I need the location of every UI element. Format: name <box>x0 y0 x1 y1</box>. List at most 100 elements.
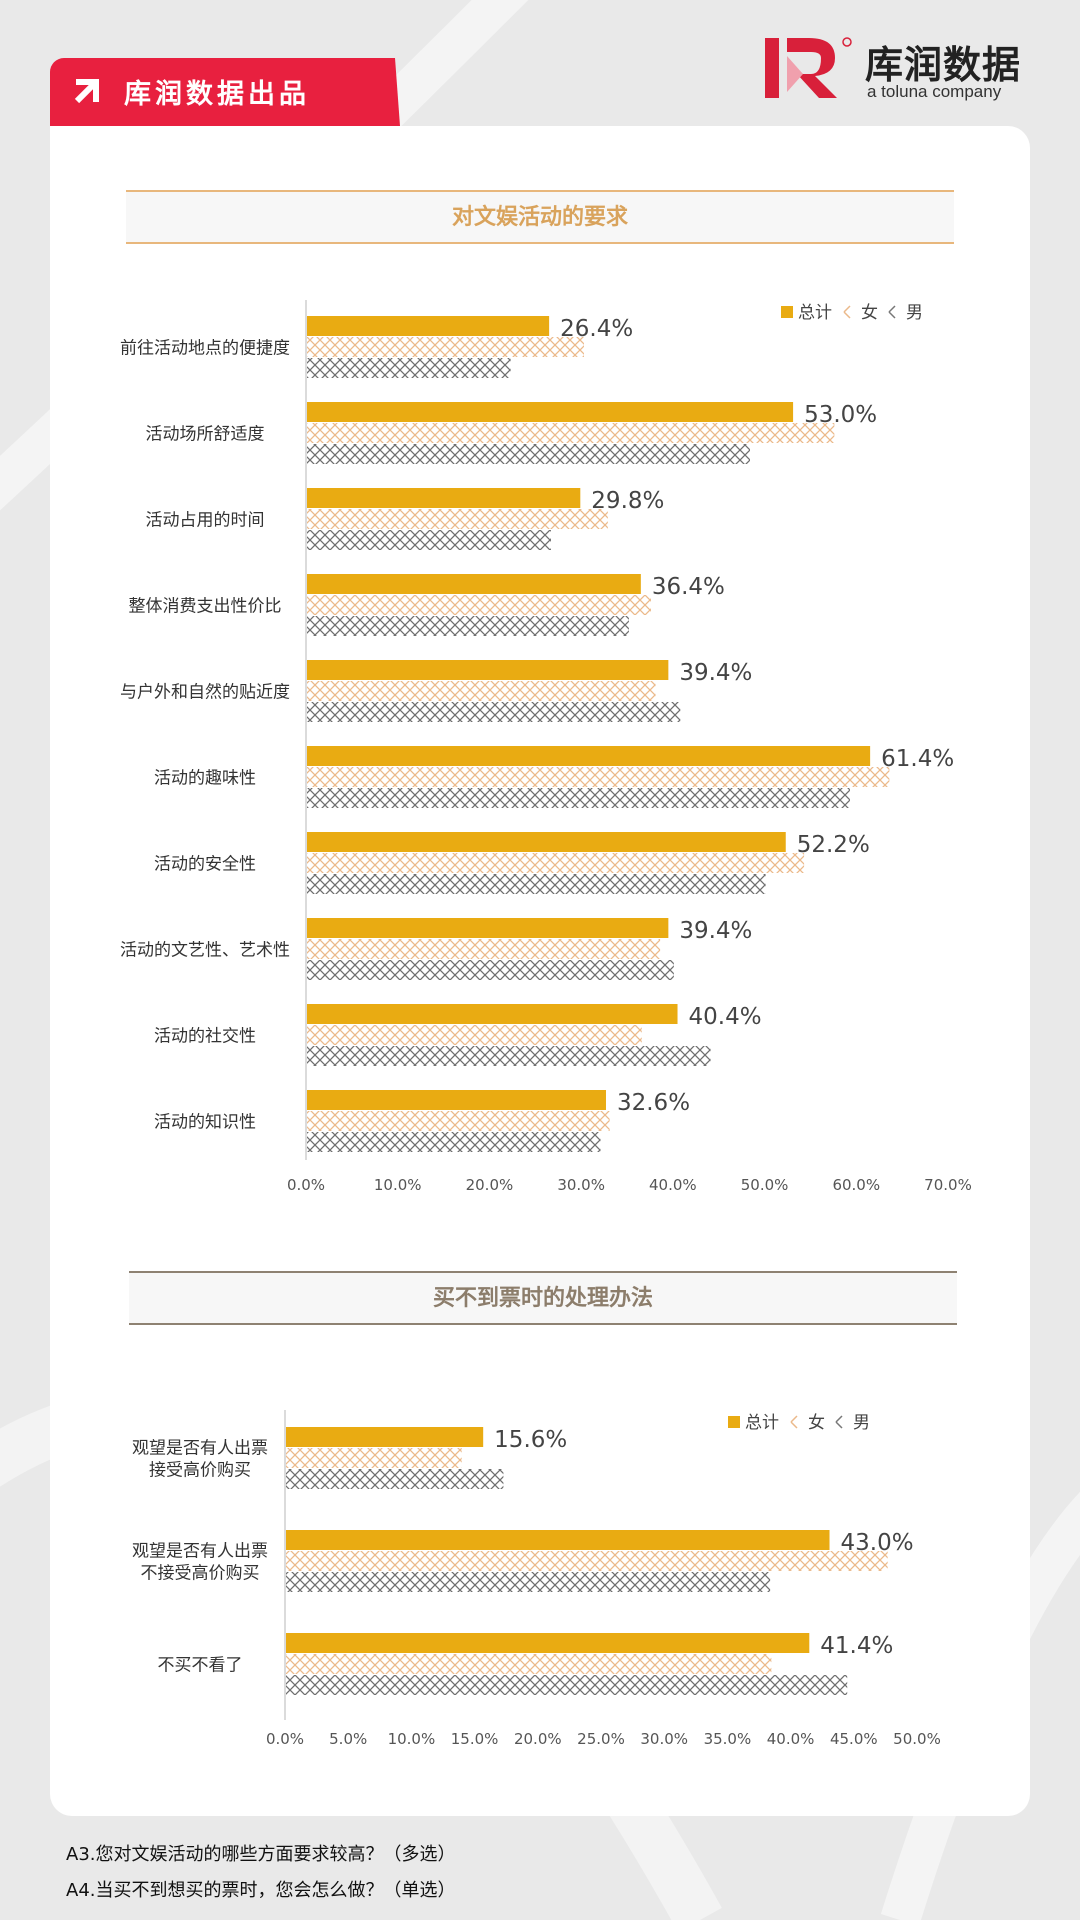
bar-total <box>286 1427 484 1447</box>
bar-female <box>307 853 805 873</box>
bar-total <box>307 1004 678 1024</box>
bar-female <box>286 1551 888 1571</box>
bar-male <box>307 1132 601 1152</box>
bar-total <box>307 316 550 336</box>
bar-total <box>307 746 871 766</box>
legend-swatch-female <box>843 305 851 319</box>
bar-female <box>307 423 835 443</box>
bar-female <box>286 1448 462 1468</box>
x-tick-label: 10.0% <box>374 1176 422 1194</box>
data-label: 40.4% <box>689 1004 762 1030</box>
x-tick-label: 45.0% <box>830 1730 878 1748</box>
bar-female <box>307 595 651 615</box>
category-label: 不买不看了 <box>158 1656 243 1676</box>
data-label: 43.0% <box>841 1530 914 1556</box>
bar-male <box>307 616 629 636</box>
legend-label: 女 <box>808 1413 825 1433</box>
bar-total <box>307 660 669 680</box>
brand-mark-icon <box>765 37 852 98</box>
brand-subtitle: a toluna company <box>867 82 1002 101</box>
bar-male <box>307 530 551 550</box>
x-tick-label: 60.0% <box>832 1176 880 1194</box>
data-label: 52.2% <box>797 832 870 858</box>
category-label: 不接受高价购买 <box>141 1564 260 1584</box>
data-label: 32.6% <box>617 1090 690 1116</box>
x-tick-label: 0.0% <box>266 1730 304 1748</box>
bar-total <box>286 1633 810 1653</box>
bar-female <box>307 767 890 787</box>
bar-female <box>307 681 656 701</box>
x-tick-label: 15.0% <box>451 1730 499 1748</box>
bar-male <box>286 1572 771 1592</box>
bar-total <box>286 1530 830 1550</box>
data-label: 41.4% <box>820 1633 893 1659</box>
x-tick-label: 25.0% <box>577 1730 625 1748</box>
x-tick-label: 40.0% <box>649 1176 697 1194</box>
x-tick-label: 0.0% <box>287 1176 325 1194</box>
x-tick-label: 10.0% <box>388 1730 436 1748</box>
brand-logo: 库润数据 a toluna company <box>765 34 1035 104</box>
legend-swatch-male <box>835 1415 843 1429</box>
legend-label: 男 <box>906 303 923 323</box>
bar-female <box>307 939 661 959</box>
bar-total <box>307 1090 606 1110</box>
legend-label: 总计 <box>798 303 832 323</box>
brand-name: 库润数据 <box>865 43 1022 87</box>
data-label: 36.4% <box>652 574 725 600</box>
x-tick-label: 50.0% <box>893 1730 941 1748</box>
bar-male <box>307 702 681 722</box>
x-tick-label: 5.0% <box>329 1730 367 1748</box>
category-label: 前往活动地点的便捷度 <box>120 339 290 359</box>
bar-female <box>307 509 608 529</box>
x-tick-label: 40.0% <box>767 1730 815 1748</box>
category-label: 整体消费支出性价比 <box>129 597 282 617</box>
data-label: 39.4% <box>679 660 752 686</box>
category-label: 活动的社交性 <box>154 1027 256 1047</box>
legend-swatch-male <box>888 305 896 319</box>
bar-female <box>307 1025 642 1045</box>
legend-label: 男 <box>853 1413 870 1433</box>
category-label: 活动场所舒适度 <box>146 425 265 445</box>
category-label: 活动的趣味性 <box>154 769 256 789</box>
legend-label: 女 <box>861 303 878 323</box>
bar-female <box>286 1654 772 1674</box>
category-label: 活动占用的时间 <box>146 511 265 531</box>
legend-swatch-total <box>728 1416 740 1428</box>
data-label: 15.6% <box>494 1427 567 1453</box>
category-label: 接受高价购买 <box>149 1461 251 1481</box>
legend-swatch-female <box>790 1415 798 1429</box>
publisher-label: 库润数据出品 <box>124 79 310 110</box>
x-tick-label: 70.0% <box>924 1176 972 1194</box>
bar-total <box>307 488 581 508</box>
bar-male <box>307 960 674 980</box>
data-label: 29.8% <box>591 488 664 514</box>
bar-total <box>307 402 794 422</box>
legend-swatch-total <box>781 306 793 318</box>
bar-male <box>307 444 750 464</box>
bar-total <box>307 832 786 852</box>
x-tick-label: 35.0% <box>704 1730 752 1748</box>
category-label: 活动的文艺性、艺术性 <box>120 941 290 961</box>
x-tick-label: 50.0% <box>741 1176 789 1194</box>
chart2-title: 买不到票时的处理办法 <box>129 1271 957 1325</box>
bar-male <box>286 1675 848 1695</box>
question-a3-note: A3.您对文娱活动的哪些方面要求较高？（多选） <box>66 1844 456 1865</box>
category-label: 观望是否有人出票 <box>132 1542 268 1562</box>
arrow-up-right-icon <box>74 79 99 104</box>
bar-female <box>307 337 584 357</box>
x-tick-label: 20.0% <box>466 1176 514 1194</box>
bar-total <box>307 574 641 594</box>
bar-male <box>286 1469 504 1489</box>
bar-female <box>307 1111 610 1131</box>
data-label: 61.4% <box>881 746 954 772</box>
publisher-tag: 库润数据出品 <box>50 58 400 126</box>
x-tick-label: 20.0% <box>514 1730 562 1748</box>
bar-total <box>307 918 669 938</box>
bar-male <box>307 788 850 808</box>
bar-male <box>307 1046 711 1066</box>
chart1-title: 对文娱活动的要求 <box>126 190 954 244</box>
requirements-chart: 26.4% 前往活动地点的便捷度 53.0% 活动场所舒适度 29.8% 活动占用的时间 3… <box>120 300 972 1194</box>
x-tick-label: 30.0% <box>640 1730 688 1748</box>
